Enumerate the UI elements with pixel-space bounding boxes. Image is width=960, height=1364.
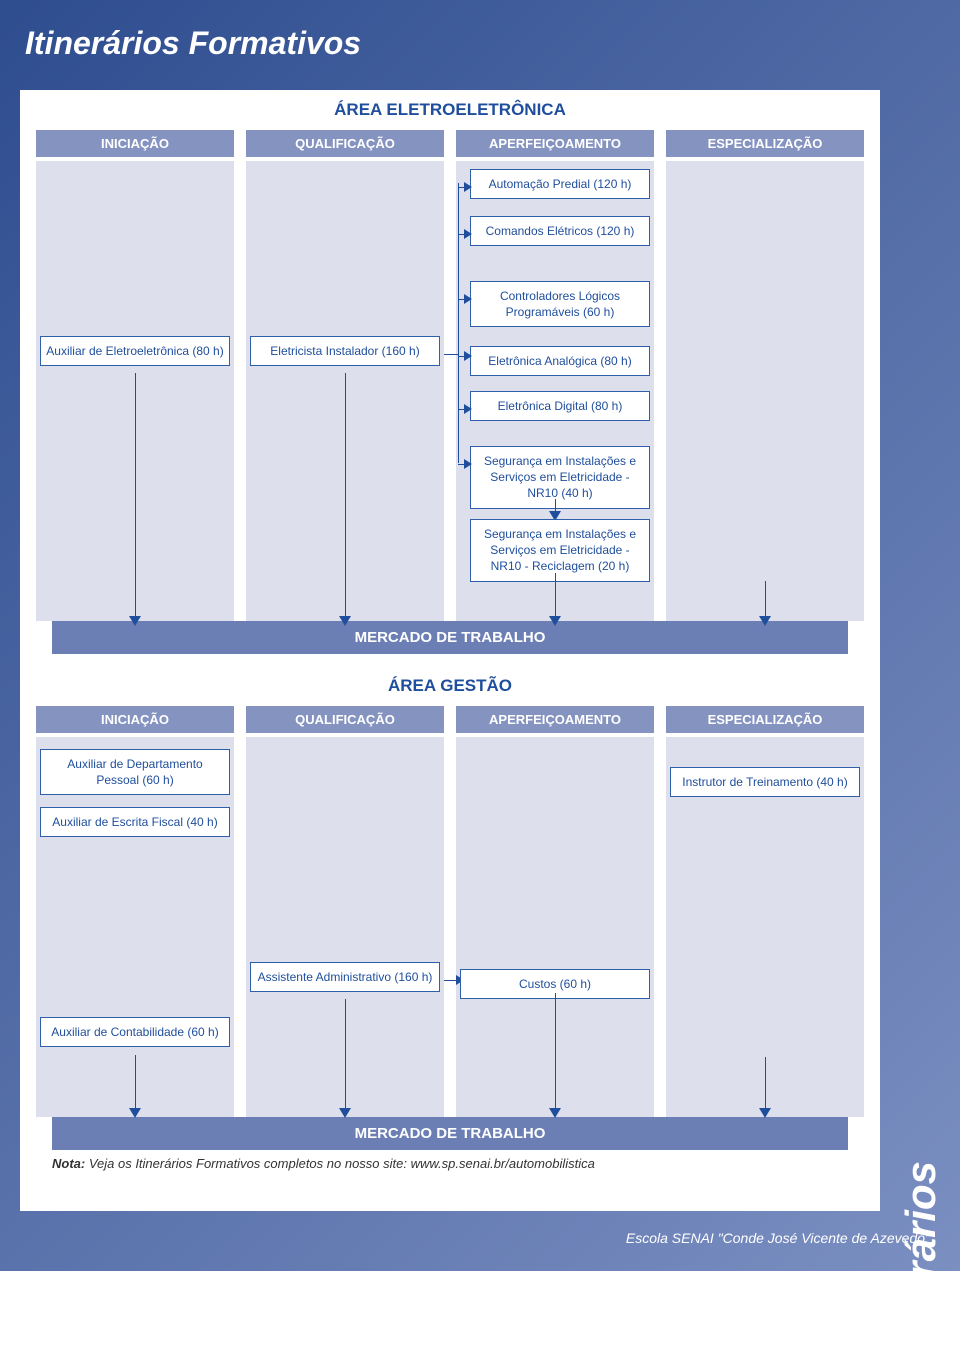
arrow-line [135, 373, 136, 618]
box-contab: Auxiliar de Contabilidade (60 h) [40, 1017, 230, 1047]
stage-especializacao: ESPECIALIZAÇÃO [666, 130, 864, 157]
stage-iniciacao: INICIAÇÃO [36, 130, 234, 157]
box-automacao: Automação Predial (120 h) [470, 169, 650, 199]
arrow-line [765, 581, 766, 618]
page-title: Itinerários Formativos [25, 25, 361, 62]
arrow-line [555, 573, 556, 618]
arrow-down-icon [129, 1108, 141, 1118]
box-fiscal: Auxiliar de Escrita Fiscal (40 h) [40, 807, 230, 837]
connector [444, 354, 458, 355]
arrow-line [555, 993, 556, 1110]
arrow-line [135, 1055, 136, 1110]
arrow-down-icon [129, 616, 141, 626]
area2-title: ÁREA GESTÃO [20, 676, 880, 696]
arrow-down-icon [339, 1108, 351, 1118]
area2-columns: Auxiliar de Departamento Pessoal (60 h) … [20, 737, 880, 1117]
side-label: Itinerários [897, 1161, 945, 1364]
arrow-down-icon [549, 616, 561, 626]
footer: Escola SENAI "Conde José Vicente de Azev… [626, 1230, 930, 1246]
stage-especializacao2: ESPECIALIZAÇÃO [666, 706, 864, 733]
box-dp: Auxiliar de Departamento Pessoal (60 h) [40, 749, 230, 795]
note: Nota: Veja os Itinerários Formativos com… [20, 1150, 880, 1171]
arrow-line [345, 373, 346, 618]
box-digital: Eletrônica Digital (80 h) [470, 391, 650, 421]
arrow-down-icon [759, 1108, 771, 1118]
arrow-down-icon [759, 616, 771, 626]
area1-title: ÁREA ELETROELETRÔNICA [20, 100, 880, 120]
area1-stages: INICIAÇÃO QUALIFICAÇÃO APERFEIÇOAMENTO E… [20, 130, 880, 157]
arrow-down-icon [549, 1108, 561, 1118]
box-nr10-rec: Segurança em Instalações e Serviços em E… [470, 519, 650, 582]
area2-col3: Custos (60 h) [456, 737, 654, 1117]
note-text: Veja os Itinerários Formativos completos… [85, 1156, 595, 1171]
box-analogica: Eletrônica Analógica (80 h) [470, 346, 650, 376]
arrow-right-icon [464, 294, 472, 304]
stage-qualificacao2: QUALIFICAÇÃO [246, 706, 444, 733]
box-instrutor: Instrutor de Treinamento (40 h) [670, 767, 860, 797]
content: ÁREA ELETROELETRÔNICA INICIAÇÃO QUALIFIC… [20, 90, 880, 1211]
arrow-right-icon [464, 404, 472, 414]
stage-aperfeicoamento2: APERFEIÇOAMENTO [456, 706, 654, 733]
area1-col1: Auxiliar de Eletroeletrônica (80 h) [36, 161, 234, 621]
area1-columns: Auxiliar de Eletroeletrônica (80 h) Elet… [20, 161, 880, 621]
box-eletricista: Eletricista Instalador (160 h) [250, 336, 440, 366]
box-aux-eletro: Auxiliar de Eletroeletrônica (80 h) [40, 336, 230, 366]
arrow-right-icon [464, 229, 472, 239]
area2-col4: Instrutor de Treinamento (40 h) [666, 737, 864, 1117]
box-assist-adm: Assistente Administrativo (160 h) [250, 962, 440, 992]
stage-qualificacao: QUALIFICAÇÃO [246, 130, 444, 157]
box-comandos: Comandos Elétricos (120 h) [470, 216, 650, 246]
box-clp: Controladores Lógicos Programáveis (60 h… [470, 281, 650, 327]
note-label: Nota: [52, 1156, 85, 1171]
arrow-down-icon [339, 616, 351, 626]
mercado-bar-2: MERCADO DE TRABALHO [52, 1117, 848, 1150]
area2-col1: Auxiliar de Departamento Pessoal (60 h) … [36, 737, 234, 1117]
mercado-bar-1: MERCADO DE TRABALHO [52, 621, 848, 654]
area1-col3: Automação Predial (120 h) Comandos Elétr… [456, 161, 654, 621]
area2-col2: Assistente Administrativo (160 h) [246, 737, 444, 1117]
arrow-right-icon [464, 459, 472, 469]
arrow-line [765, 1057, 766, 1110]
arrow-line [345, 999, 346, 1110]
stage-iniciacao2: INICIAÇÃO [36, 706, 234, 733]
arrow-right-icon [464, 182, 472, 192]
area1-col4 [666, 161, 864, 621]
area1-col2: Eletricista Instalador (160 h) [246, 161, 444, 621]
arrow-right-icon [464, 351, 472, 361]
stage-aperfeicoamento: APERFEIÇOAMENTO [456, 130, 654, 157]
connector [458, 183, 459, 463]
area2-stages: INICIAÇÃO QUALIFICAÇÃO APERFEIÇOAMENTO E… [20, 706, 880, 733]
box-nr10: Segurança em Instalações e Serviços em E… [470, 446, 650, 509]
